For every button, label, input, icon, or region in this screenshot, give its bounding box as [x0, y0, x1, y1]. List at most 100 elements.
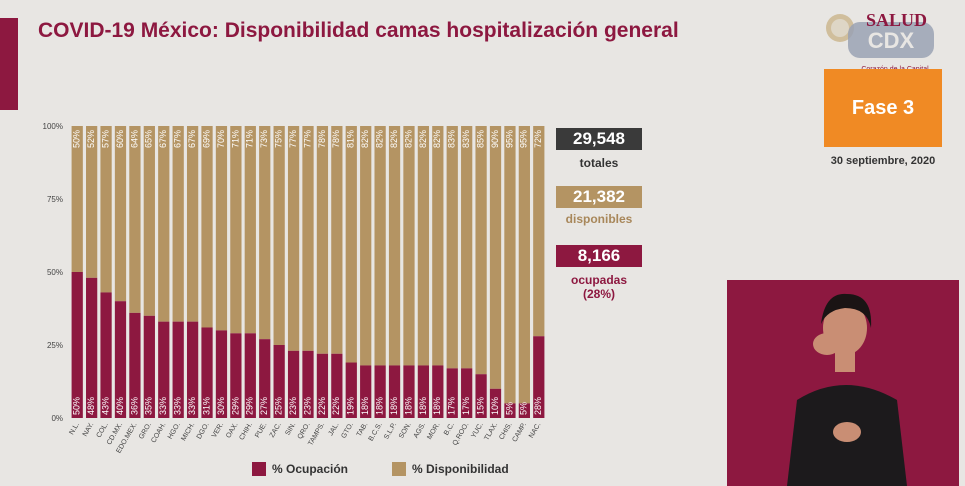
data-label-occupancy: 18% — [403, 397, 413, 415]
category-label: AGS. — [413, 421, 427, 439]
data-label-availability: 65% — [144, 130, 154, 148]
bar-occupancy — [129, 312, 141, 418]
data-label-availability: 78% — [331, 130, 341, 148]
data-label-occupancy: 25% — [274, 397, 284, 415]
bar-availability — [172, 126, 184, 322]
bar-availability — [114, 126, 127, 302]
data-label-availability: 60% — [115, 130, 125, 148]
bar-availability — [201, 126, 213, 328]
category-label: YUC. — [470, 421, 484, 439]
category-label: GRO. — [138, 421, 153, 440]
category-label: COL. — [96, 421, 110, 439]
data-label-availability: 82% — [374, 130, 384, 148]
data-label-occupancy: 33% — [158, 397, 168, 415]
data-label-occupancy: 18% — [432, 397, 442, 415]
data-label-availability: 75% — [274, 130, 284, 148]
bar-occupancy — [86, 277, 98, 418]
legend-availability: % Disponibilidad — [392, 462, 509, 476]
category-label: DGO. — [196, 421, 211, 440]
occupied-beds-label: ocupadas — [570, 273, 627, 287]
bar-occupancy — [215, 330, 228, 418]
bar-availability — [432, 126, 444, 366]
data-label-occupancy: 10% — [490, 397, 500, 415]
category-label: S.L.P. — [383, 421, 398, 440]
data-label-occupancy: 23% — [288, 397, 298, 415]
bar-occupancy — [316, 353, 329, 418]
bar-availability — [489, 126, 502, 389]
data-label-availability: 82% — [389, 130, 399, 148]
bar-availability — [186, 126, 199, 322]
bar-occupancy — [475, 374, 487, 418]
bar-availability — [316, 126, 329, 354]
data-label-occupancy: 5% — [519, 402, 529, 415]
category-label: CHIH. — [238, 421, 254, 441]
bar-availability — [244, 126, 256, 334]
data-label-availability: 57% — [100, 130, 110, 148]
category-label: SIN. — [284, 421, 297, 436]
data-label-occupancy: 18% — [389, 397, 399, 415]
category-label: SON. — [398, 421, 413, 439]
report-date: 30 septiembre, 2020 — [830, 155, 936, 167]
bar-occupancy — [186, 321, 199, 418]
data-label-availability: 67% — [173, 130, 183, 148]
phase-badge: Fase 3 — [824, 69, 942, 147]
bar-availability — [143, 126, 155, 316]
bar-occupancy — [461, 368, 473, 418]
bar-availability — [273, 126, 285, 345]
bar-occupancy — [244, 333, 256, 418]
data-label-availability: 95% — [519, 130, 529, 148]
bar-availability — [446, 126, 458, 369]
total-beds-label: totales — [579, 156, 619, 170]
data-label-availability: 71% — [245, 130, 255, 148]
data-label-availability: 85% — [475, 130, 485, 148]
bar-availability — [215, 126, 228, 331]
bar-occupancy — [71, 272, 83, 418]
category-label: TAB. — [356, 421, 370, 438]
bar-availability — [100, 126, 112, 293]
data-label-availability: 73% — [259, 130, 269, 148]
available-beds-value: 21,382 — [556, 186, 642, 208]
bar-occupancy — [100, 292, 112, 418]
data-label-occupancy: 29% — [245, 397, 255, 415]
data-label-availability: 67% — [187, 130, 197, 148]
data-label-availability: 82% — [432, 130, 442, 148]
bar-availability — [360, 126, 372, 366]
title-accent-bar — [0, 18, 18, 110]
bar-availability — [331, 126, 343, 354]
data-label-availability: 90% — [490, 130, 500, 148]
data-label-availability: 69% — [201, 130, 211, 148]
occupied-beds-value: 8,166 — [556, 245, 642, 267]
bar-availability — [129, 126, 141, 313]
total-beds-value: 29,548 — [556, 128, 642, 150]
bar-availability — [158, 126, 170, 322]
data-label-occupancy: 31% — [201, 397, 211, 415]
bar-availability — [302, 126, 314, 351]
bar-occupancy — [388, 365, 401, 418]
category-label: VER. — [211, 421, 225, 439]
bar-occupancy — [374, 365, 386, 418]
category-label: NAC. — [528, 421, 542, 439]
data-label-occupancy: 28% — [533, 397, 543, 415]
bar-occupancy — [201, 327, 213, 418]
bar-availability — [287, 126, 300, 351]
category-label: HGO. — [167, 421, 182, 440]
data-label-availability: 83% — [447, 130, 457, 148]
data-label-availability: 52% — [86, 130, 96, 148]
bar-availability — [461, 126, 473, 369]
salud-logo-text: SALUD — [866, 10, 928, 30]
data-label-occupancy: 18% — [360, 397, 370, 415]
bar-availability — [71, 126, 83, 272]
data-label-availability: 70% — [216, 130, 226, 148]
data-label-availability: 77% — [302, 130, 312, 148]
data-label-availability: 83% — [461, 130, 471, 148]
bar-availability — [86, 126, 98, 278]
category-label: QRO. — [297, 421, 312, 440]
category-label: NAY. — [82, 421, 96, 437]
sign-language-interpreter — [727, 280, 959, 486]
occupied-beds-percent: (28%) — [582, 287, 615, 301]
category-label: GTO. — [340, 421, 355, 439]
category-label: CAMP. — [511, 421, 528, 443]
data-label-occupancy: 43% — [100, 397, 110, 415]
y-tick-label: 0% — [51, 414, 63, 423]
